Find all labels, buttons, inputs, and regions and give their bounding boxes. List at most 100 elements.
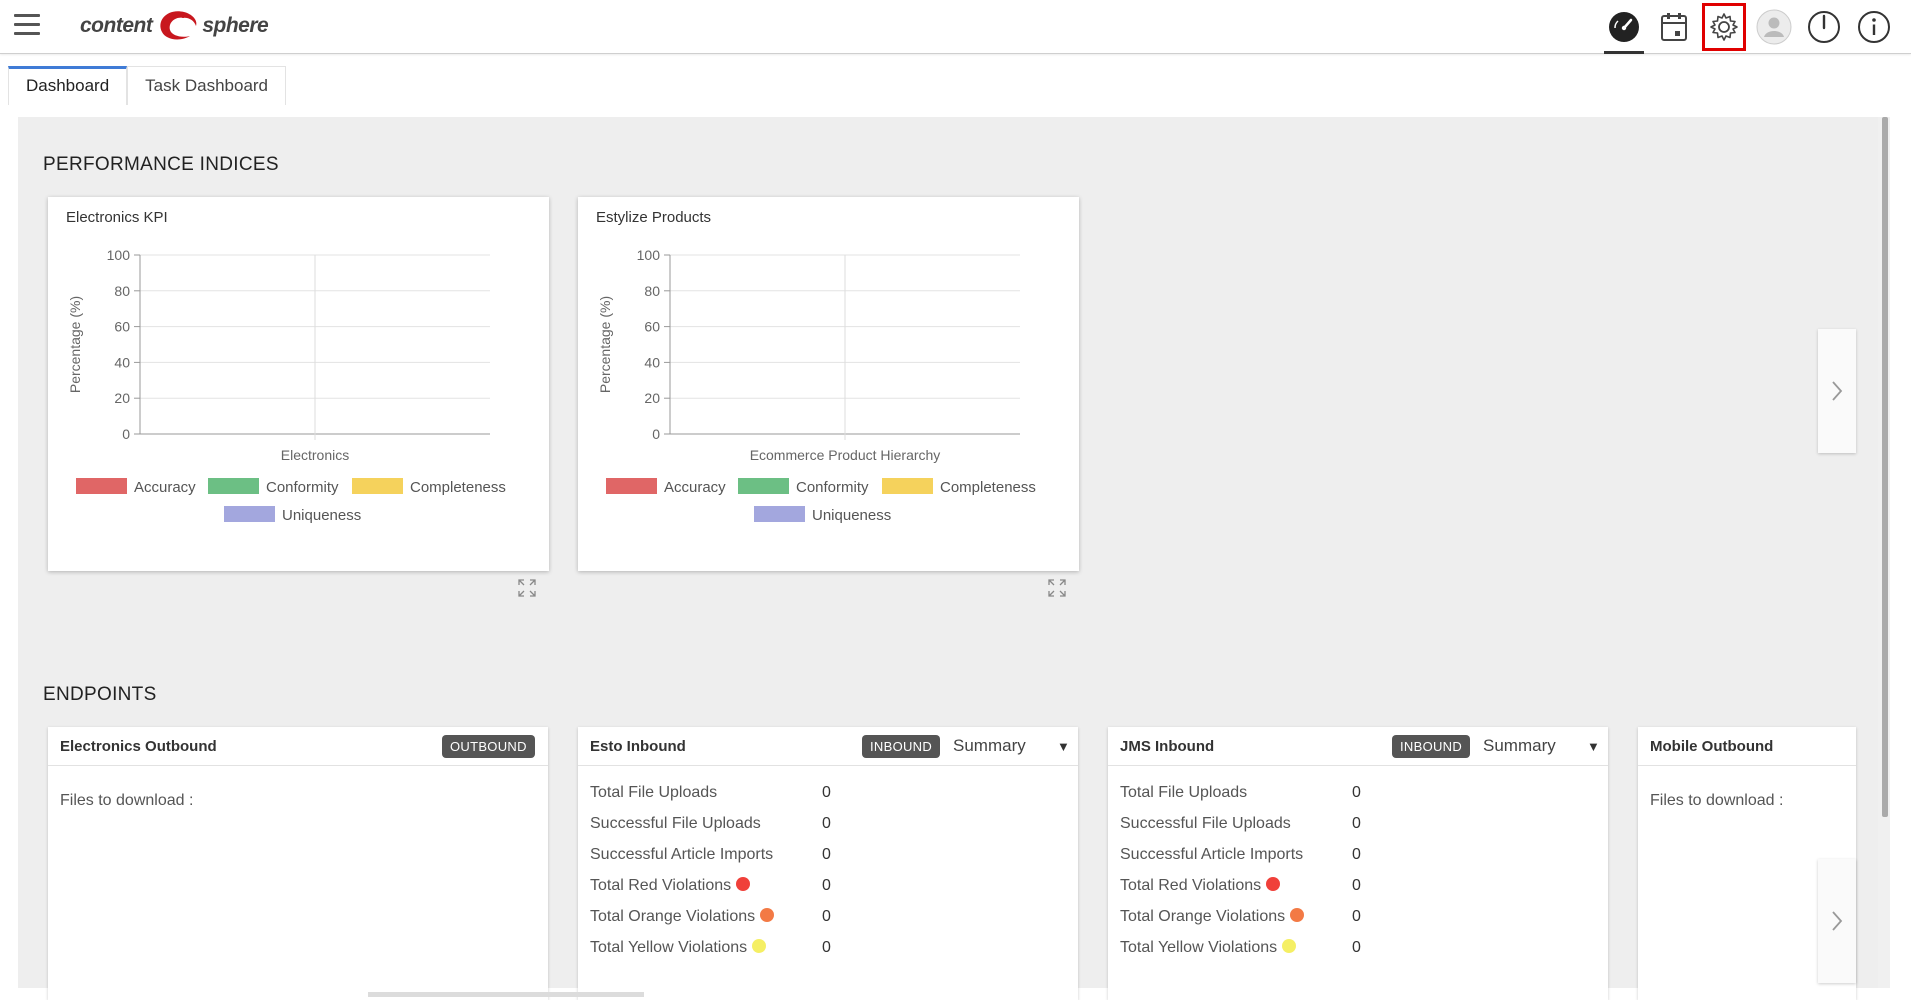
summary-dropdown[interactable]: Summary ▼: [953, 736, 1070, 756]
stat-label: Total File Uploads: [590, 784, 718, 801]
y-axis-label: Percentage (%): [597, 296, 613, 393]
stat-label: Successful Article Imports: [590, 846, 774, 863]
toolbar: [1599, 0, 1899, 54]
endpoint-card-header: Electronics Outbound OUTBOUND: [48, 727, 548, 766]
dashboard-icon[interactable]: [1599, 0, 1649, 54]
legend-swatch-uniqueness: [754, 506, 805, 522]
legend-swatch-completeness: [352, 478, 403, 494]
tab-task-dashboard[interactable]: Task Dashboard: [127, 66, 287, 105]
stat-row: Successful Article Imports 0: [1120, 846, 1361, 866]
y-tick-label: 20: [114, 390, 130, 406]
status-dot-icon: [1290, 908, 1305, 922]
calendar-icon[interactable]: [1649, 0, 1699, 54]
legend-label-conformity: Conformity: [796, 479, 869, 496]
y-tick-label: 60: [114, 319, 130, 335]
caret-down-icon: ▼: [1057, 739, 1070, 754]
legend-swatch-accuracy: [606, 478, 657, 494]
kpi-card-title: Electronics KPI: [66, 209, 168, 226]
endpoint-name: Mobile Outbound: [1650, 738, 1774, 755]
stat-row: Total Red Violations 0: [590, 877, 831, 897]
kpi-card-title: Estylize Products: [596, 209, 712, 226]
stat-value: 0: [1352, 877, 1361, 894]
summary-dropdown-label: Summary: [1483, 736, 1556, 755]
stat-value: 0: [1352, 815, 1361, 832]
stat-value: 0: [822, 846, 831, 863]
legend-label-completeness: Completeness: [940, 479, 1036, 496]
y-axis-label: Percentage (%): [67, 296, 83, 393]
endpoint-card-electronics-outbound: Electronics Outbound OUTBOUND Files to d…: [48, 727, 548, 1000]
endpoint-direction-badge: INBOUND: [1392, 735, 1471, 758]
y-tick-label: 100: [107, 247, 131, 263]
files-to-download-label: Files to download :: [1650, 792, 1784, 809]
status-dot-icon: [752, 939, 767, 953]
files-to-download-label: Files to download :: [60, 792, 194, 809]
stat-value: 0: [822, 877, 831, 894]
kpi-chart-estylize-products: 100 80 60 40 20 0 Ecommerce Product Hierarchy P…: [597, 247, 1036, 524]
status-dot-icon: [736, 877, 751, 891]
y-tick-label: 40: [644, 354, 660, 370]
stat-row: Total Orange Violations 0: [590, 908, 831, 928]
endpoint-name: JMS Inbound: [1120, 738, 1215, 755]
stat-label: Successful File Uploads: [1120, 815, 1291, 832]
stat-value: 0: [1352, 939, 1361, 956]
endpoints-next-arrow-button[interactable]: [1818, 859, 1856, 983]
chevron-right-icon: [1832, 381, 1843, 401]
stat-value: 0: [822, 784, 831, 801]
kpi-chart-electronics: 100 80 60 40 20 0 Electronics Percentage (%) Acc…: [67, 247, 506, 524]
legend-label-accuracy: Accuracy: [664, 479, 726, 496]
dashboard-panel: PERFORMANCE INDICES Electronics KPI 100 8…: [18, 117, 1878, 1000]
y-tick-label: 0: [122, 426, 130, 442]
horizontal-scrollbar-thumb[interactable]: [368, 992, 644, 997]
endpoint-card-header: Mobile Outbound: [1638, 727, 1856, 766]
power-icon[interactable]: [1799, 0, 1849, 54]
stat-row: Total Yellow Violations 0: [1120, 939, 1361, 959]
endpoint-card-esto-inbound: Esto Inbound INBOUND Summary ▼ Total Fil…: [578, 727, 1078, 1000]
summary-dropdown-label: Summary: [953, 736, 1026, 755]
stat-row: Successful File Uploads 0: [590, 815, 831, 835]
stat-label: Total File Uploads: [1120, 784, 1248, 801]
endpoint-card-jms-inbound: JMS Inbound INBOUND Summary ▼ Total File…: [1108, 727, 1608, 1000]
legend-swatch-uniqueness: [224, 506, 275, 522]
legend-swatch-completeness: [882, 478, 933, 494]
endpoint-direction-badge: INBOUND: [862, 735, 941, 758]
stat-row: Total Red Violations 0: [1120, 877, 1361, 897]
y-tick-label: 60: [644, 319, 660, 335]
tab-dashboard[interactable]: Dashboard: [8, 66, 128, 105]
settings-icon[interactable]: [1699, 0, 1749, 54]
stat-row: Successful File Uploads 0: [1120, 815, 1361, 835]
stat-label: Total Orange Violations: [1120, 908, 1286, 925]
stat-row: Successful Article Imports 0: [590, 846, 831, 866]
status-dot-icon: [1266, 877, 1281, 891]
stat-label: Successful Article Imports: [1120, 846, 1304, 863]
y-tick-label: 100: [637, 247, 661, 263]
stat-value: 0: [1352, 846, 1361, 863]
y-tick-label: 20: [644, 390, 660, 406]
stat-value: 0: [1352, 908, 1361, 925]
hamburger-menu-icon[interactable]: [14, 14, 40, 36]
y-tick-label: 80: [644, 283, 660, 299]
summary-dropdown[interactable]: Summary ▼: [1483, 736, 1600, 756]
stat-label: Total Red Violations: [1120, 877, 1262, 894]
expand-icon[interactable]: [518, 539, 536, 597]
kpi-next-arrow-button[interactable]: [1818, 329, 1856, 453]
status-dot-icon: [760, 908, 775, 922]
y-tick-label: 80: [114, 283, 130, 299]
legend-label-completeness: Completeness: [410, 479, 506, 496]
content-area: PERFORMANCE INDICES Electronics KPI 100 8…: [8, 105, 1896, 1000]
stat-value: 0: [822, 939, 831, 956]
expand-icon[interactable]: [1048, 539, 1066, 597]
stat-row: Total Orange Violations 0: [1120, 908, 1361, 928]
kpi-card-electronics: Electronics KPI 100 80 60 40 20 0 Electronics P…: [48, 197, 549, 597]
stat-value: 0: [822, 815, 831, 832]
stat-row: Total File Uploads 0: [590, 784, 831, 804]
endpoint-direction-badge: OUTBOUND: [442, 735, 535, 758]
vertical-scrollbar-thumb[interactable]: [1882, 117, 1888, 817]
y-tick-label: 0: [652, 426, 660, 442]
logo-swoosh-icon: [154, 6, 200, 46]
legend-label-accuracy: Accuracy: [134, 479, 196, 496]
info-icon[interactable]: [1849, 0, 1899, 54]
endpoint-name: Esto Inbound: [590, 738, 686, 755]
user-icon[interactable]: [1749, 0, 1799, 54]
top-bar: content sphere: [0, 0, 1911, 54]
stat-label: Total Red Violations: [590, 877, 732, 894]
